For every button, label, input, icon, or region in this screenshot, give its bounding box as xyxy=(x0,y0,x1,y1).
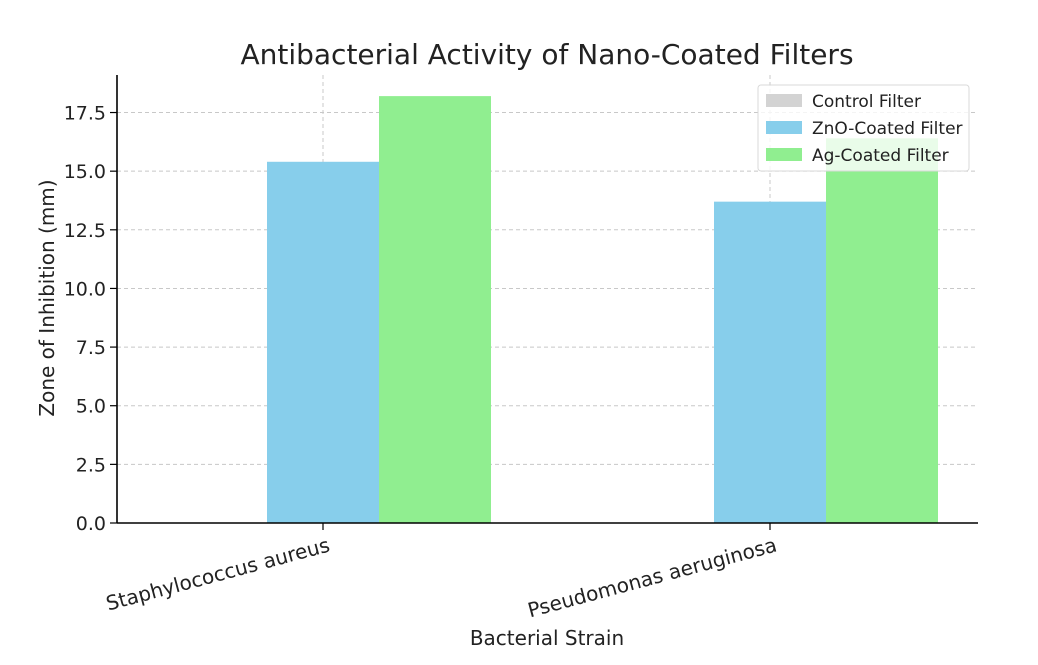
y-axis-label: Zone of Inhibition (mm) xyxy=(35,179,59,416)
bar-zno-coated-filter-1 xyxy=(714,201,826,524)
legend-label: Ag-Coated Filter xyxy=(812,146,949,166)
legend-swatch xyxy=(766,94,802,107)
y-tick-label: 7.5 xyxy=(76,337,106,359)
chart-title: Antibacterial Activity of Nano-Coated Fi… xyxy=(240,38,853,71)
bars xyxy=(267,96,938,524)
y-tick-label: 15.0 xyxy=(64,161,106,183)
y-tick-label: 2.5 xyxy=(76,454,106,476)
legend: Control Filter ZnO-Coated Filter Ag-Coated… xyxy=(757,84,970,172)
x-axis-label: Bacterial Strain xyxy=(470,626,624,650)
bar-ag-coated-filter-1 xyxy=(826,138,938,524)
bar-zno-coated-filter-0 xyxy=(267,161,379,523)
x-tick-label: Pseudomonas aeruginosa xyxy=(525,533,779,623)
legend-frame xyxy=(757,84,970,172)
y-tick-label: 17.5 xyxy=(64,103,106,125)
y-tick-label: 12.5 xyxy=(64,220,106,242)
legend-swatch xyxy=(766,148,802,161)
x-tick-label: Staphylococcus aureus xyxy=(103,533,332,616)
legend-label: ZnO-Coated Filter xyxy=(812,119,963,139)
legend-label: Control Filter xyxy=(812,92,921,112)
y-tick-label: 0.0 xyxy=(76,513,106,535)
legend-swatch xyxy=(766,121,802,134)
bar-ag-coated-filter-0 xyxy=(379,96,491,523)
y-tick-label: 5.0 xyxy=(76,396,106,418)
y-tick-label: 10.0 xyxy=(64,278,106,300)
